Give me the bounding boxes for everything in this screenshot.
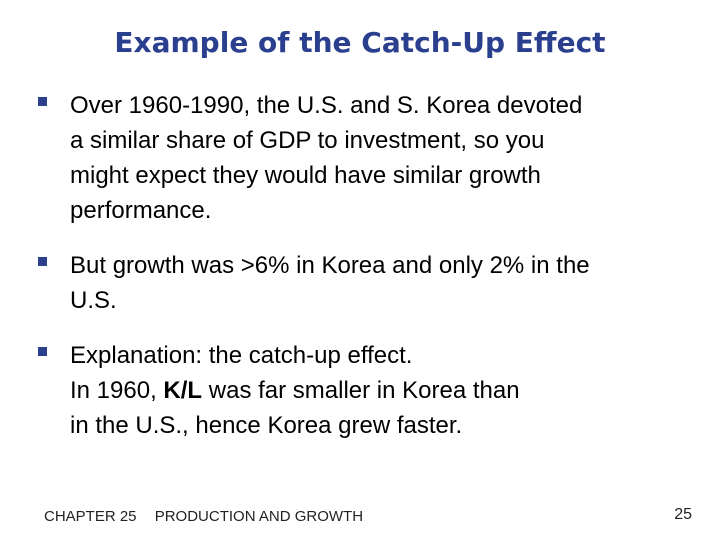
page-number: 25	[674, 506, 692, 523]
kl-ratio-term: K/L	[163, 377, 203, 404]
bullet-3-line-2-pre: In 1960,	[70, 377, 164, 404]
bullet-1-line-4: performance.	[70, 197, 212, 224]
bullet-list: Over 1960-1990, the U.S. and S. Korea de…	[38, 88, 688, 463]
bullet-1-line-1: Over 1960-1990, the U.S. and S. Korea de…	[70, 92, 583, 119]
footer-chapter: CHAPTER 25	[44, 508, 137, 525]
square-bullet-icon	[38, 257, 47, 266]
square-bullet-icon	[38, 97, 47, 106]
bullet-item-3: Explanation: the catch-up effect. In 196…	[38, 338, 688, 443]
footer-subject: PRODUCTION AND GROWTH	[154, 508, 364, 525]
bullet-item-2: But growth was >6% in Korea and only 2% …	[38, 248, 688, 318]
bullet-item-1: Over 1960-1990, the U.S. and S. Korea de…	[38, 88, 688, 228]
bullet-3-line-2: In 1960, K/L was far smaller in Korea th…	[70, 373, 688, 408]
bullet-3-line-2-post: was far smaller in Korea than	[202, 377, 520, 404]
square-bullet-icon	[38, 347, 47, 356]
bullet-3-line-3: in the U.S., hence Korea grew faster.	[70, 412, 463, 439]
footer: CHAPTER 25 PRODUCTION AND GROWTH	[44, 508, 363, 525]
bullet-1-line-2: a similar share of GDP to investment, so…	[70, 127, 545, 154]
bullet-3-line-1: Explanation: the catch-up effect.	[70, 342, 413, 369]
bullet-2-line-1: But growth was >6% in Korea and only 2% …	[70, 252, 590, 279]
slide-title: Example of the Catch-Up Effect	[114, 26, 606, 59]
bullet-1-line-3: might expect they would have similar gro…	[70, 162, 541, 189]
bullet-2-line-2: U.S.	[70, 287, 117, 314]
